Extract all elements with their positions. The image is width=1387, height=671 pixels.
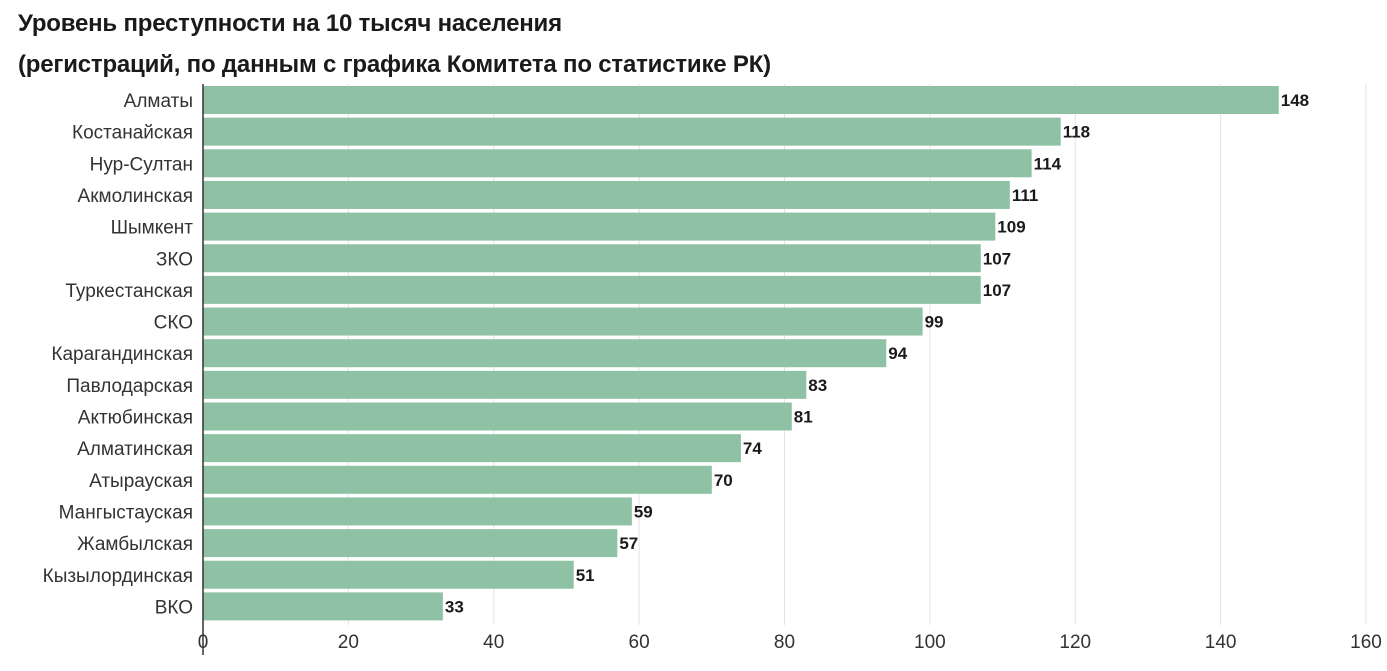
category-label: СКО xyxy=(154,313,193,334)
category-label: Акмолинская xyxy=(78,186,193,207)
bar xyxy=(203,275,981,304)
x-tick-label: 100 xyxy=(914,632,946,653)
data-label: 109 xyxy=(997,218,1025,237)
data-label: 59 xyxy=(634,502,653,521)
bars xyxy=(203,86,1279,621)
data-label: 51 xyxy=(576,566,595,585)
data-label: 111 xyxy=(1012,186,1039,205)
bar xyxy=(203,307,923,336)
data-label: 81 xyxy=(794,408,813,427)
bar xyxy=(203,149,1032,178)
chart-title: Уровень преступности на 10 тысяч населен… xyxy=(18,10,562,37)
data-label: 148 xyxy=(1281,91,1309,110)
category-label: Кызылординская xyxy=(43,566,193,587)
data-label: 33 xyxy=(445,597,464,616)
bar xyxy=(203,465,712,494)
data-label: 70 xyxy=(714,471,733,490)
data-label: 94 xyxy=(888,344,907,363)
category-label: Карагандинская xyxy=(51,344,193,365)
bar xyxy=(203,370,807,399)
bar xyxy=(203,592,443,621)
x-tick-label: 20 xyxy=(338,632,359,653)
bar xyxy=(203,180,1010,209)
bar xyxy=(203,402,792,431)
x-tick-label: 80 xyxy=(774,632,795,653)
x-tick-label: 160 xyxy=(1350,632,1382,653)
bar xyxy=(203,339,887,368)
category-label: Костанайская xyxy=(72,123,193,144)
bar xyxy=(203,244,981,273)
data-label: 107 xyxy=(983,249,1011,268)
bar xyxy=(203,86,1279,114)
bar xyxy=(203,117,1061,146)
bar xyxy=(203,497,632,526)
data-label: 114 xyxy=(1034,154,1062,173)
category-label: Жамбылская xyxy=(77,534,193,555)
category-label: Атырауская xyxy=(89,471,193,492)
data-label: 99 xyxy=(925,313,944,332)
x-tick-label: 60 xyxy=(629,632,650,653)
chart-subtitle: (регистраций, по данным с графика Комите… xyxy=(18,51,771,78)
data-label: 118 xyxy=(1063,123,1090,142)
data-label: 107 xyxy=(983,281,1011,300)
bar xyxy=(203,529,618,558)
bar xyxy=(203,560,574,589)
x-tick-label: 140 xyxy=(1205,632,1237,653)
x-tick-label: 120 xyxy=(1059,632,1091,653)
category-label: Алматинская xyxy=(77,439,193,460)
data-label: 83 xyxy=(808,376,827,395)
category-label: Туркестанская xyxy=(65,281,193,302)
x-axis-ticks: 020406080100120140160 xyxy=(198,632,1382,653)
category-labels: Алматы Костанайская Нур-Султан Акмолинская Ш… xyxy=(43,91,194,618)
data-label: 57 xyxy=(619,534,638,553)
category-label: Алматы xyxy=(124,91,193,112)
category-label: ВКО xyxy=(155,597,193,618)
data-label: 74 xyxy=(743,439,762,458)
bar xyxy=(203,434,741,463)
x-tick-label: 40 xyxy=(483,632,504,653)
bar xyxy=(203,212,996,241)
category-label: Актюбинская xyxy=(78,408,193,429)
category-label: Шымкент xyxy=(111,218,194,239)
category-label: Мангыстауская xyxy=(59,502,193,523)
category-label: Павлодарская xyxy=(66,376,193,397)
category-label: ЗКО xyxy=(156,249,193,270)
category-label: Нур-Султан xyxy=(90,154,193,175)
